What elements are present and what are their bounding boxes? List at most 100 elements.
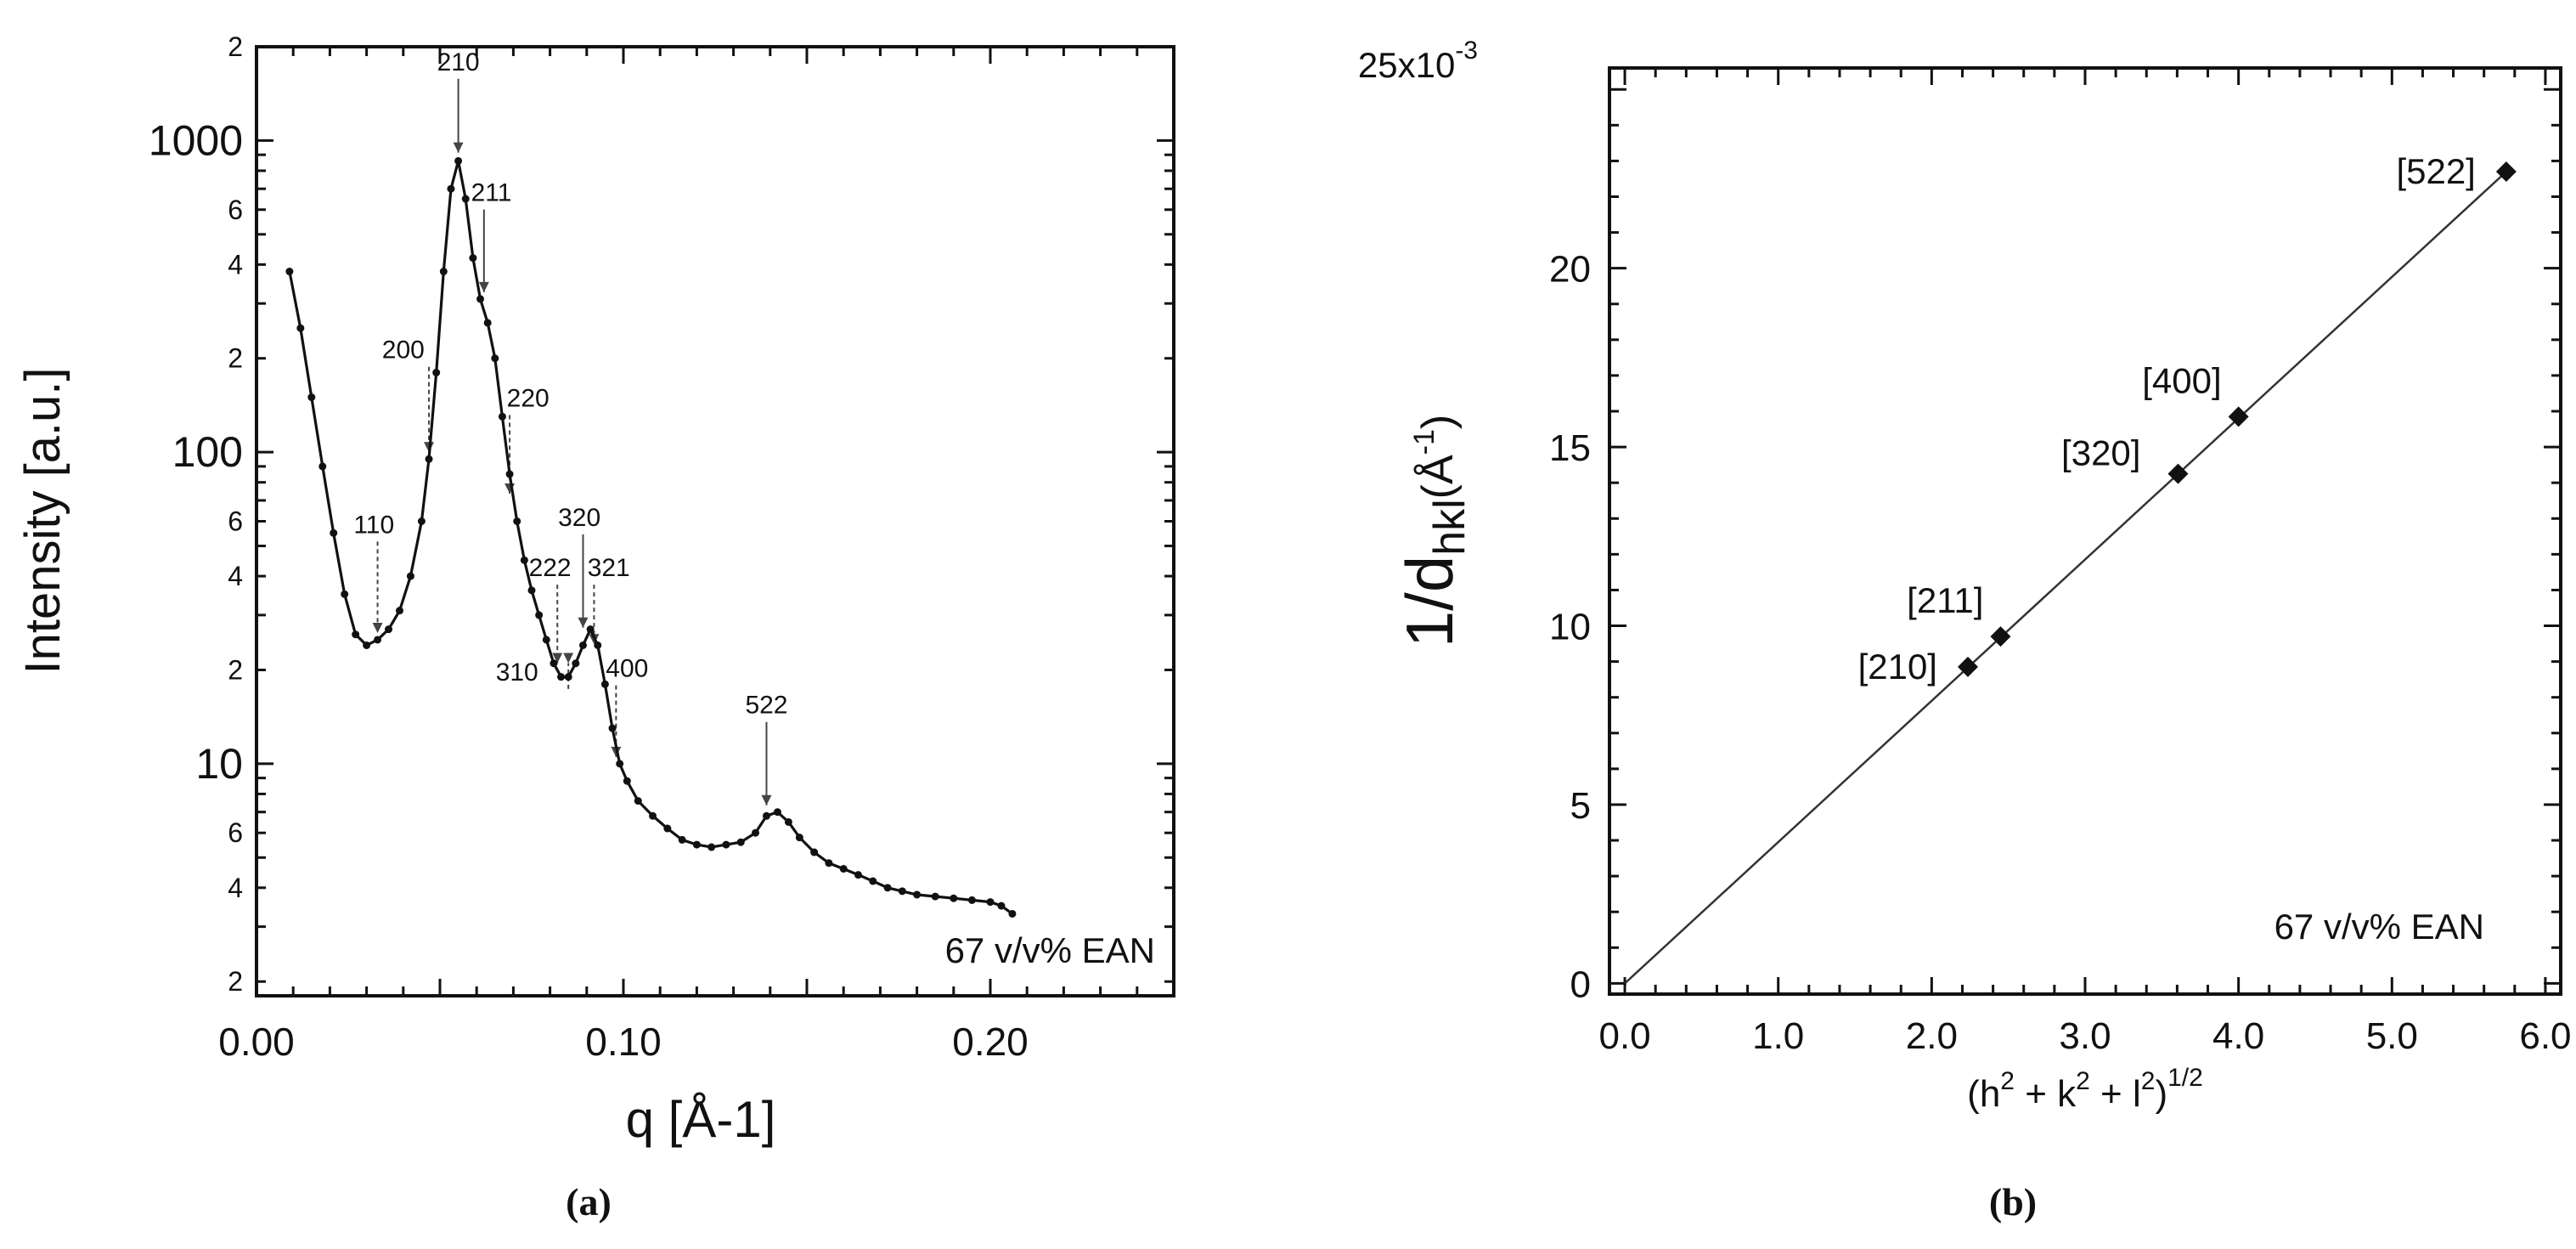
peak-label: 220 — [507, 385, 550, 413]
peak-arrowhead — [563, 653, 574, 664]
panel-a-data-point — [385, 625, 393, 634]
panel-a-data-point — [913, 890, 922, 899]
panel-a-y-tick-label: 6 — [228, 195, 243, 225]
panel-a-data-point — [447, 184, 455, 193]
panel-a-data-point — [564, 673, 572, 681]
panel-a-data-point — [854, 871, 862, 879]
panel-a-data-point — [483, 319, 492, 327]
panel-a-y-tick-label: 2 — [228, 654, 243, 685]
panel-a-y-tick-label: 4 — [228, 873, 243, 903]
panel-a-y-tick-label: 6 — [228, 817, 243, 848]
panel-b-y-multiplier: 25x10-3 — [1358, 37, 1478, 85]
panel-a-data-point — [883, 884, 892, 892]
panel-b-x-tick-label: 3.0 — [2059, 1015, 2111, 1057]
panel-b-point-label: [320] — [2061, 433, 2140, 473]
panel-a-data-point — [608, 724, 617, 732]
panel-a-data-point — [285, 268, 294, 276]
panel-b-point-labels: [210] [211] [320][400] [522] — [1858, 151, 2476, 687]
peak-label: 200 — [382, 336, 425, 365]
peak-label: 210 — [437, 48, 480, 76]
panel-b-data-point — [2167, 463, 2189, 484]
peak-arrowhead — [478, 281, 489, 292]
panel-a-data-point — [330, 528, 338, 537]
panel-a-data-point — [527, 586, 536, 595]
panel-b-y-top-label: 25x10 — [1358, 45, 1455, 85]
panel-a-data-point — [395, 607, 403, 615]
panel-b-data-point — [1990, 626, 2011, 647]
panel-a-data-point — [663, 824, 672, 833]
panel-a-y-tick-label: 2 — [228, 966, 243, 997]
peak-arrowhead — [552, 653, 563, 664]
panel-a-data-point — [692, 840, 701, 849]
panel-b-y-tick-label: 20 — [1549, 249, 1591, 291]
panel-a-data-point — [417, 517, 426, 525]
panel-b-x-tick-label: 0.0 — [1598, 1015, 1650, 1057]
peak-label: 310 — [496, 658, 538, 687]
panel-a-ticks — [255, 45, 1175, 996]
panel-a-data-point — [869, 877, 877, 885]
panel-a-data-point — [600, 680, 609, 688]
panel-a-data-point — [967, 896, 976, 904]
panel-a-data-point — [898, 887, 906, 896]
panel-a-data-point — [572, 659, 580, 668]
panel-a-data-point — [513, 517, 521, 525]
panel-a-y-tick-label: 6 — [228, 506, 243, 537]
peak-label: 522 — [745, 692, 787, 720]
panel-a-x-axis-label: q [Å-1] — [626, 1091, 776, 1148]
panel-a-data-point — [550, 659, 558, 668]
panel-a-data-point — [784, 817, 792, 826]
panel-a-tick-labels: 0.00 0.10 0.20 2 4 6 10 2 4 6 100 2 4 6 1000 2 — [149, 31, 1029, 1064]
panel-b-x-tick-label: 5.0 — [2366, 1015, 2418, 1057]
peak-label: 222 — [529, 554, 572, 582]
panel-b-caption: (b) — [1989, 1180, 2037, 1224]
svg-text:1/dhkl(Å-1): 1/dhkl(Å-1) — [1392, 415, 1474, 647]
panel-a-data-point — [505, 470, 514, 478]
panel-a-data-point — [839, 865, 848, 873]
panel-b-plot-frame — [1608, 66, 2562, 996]
panel-a-data-point — [722, 840, 730, 849]
panel-a-data-point — [439, 268, 448, 276]
panel-b-y-axis-label: 1/dhkl(Å-1) — [1392, 415, 1474, 647]
panel-a-data-point — [825, 859, 833, 868]
peak-label: 400 — [606, 655, 648, 683]
panel-a-data-point — [454, 156, 463, 165]
panel-a-data-point — [578, 641, 587, 649]
panel-a-data-point — [432, 369, 441, 377]
panel-a-data-points — [285, 156, 1017, 918]
panel-a-intensity-plot: 0.00 0.10 0.20 2 4 6 10 2 4 6 100 2 4 6 1000 2 110 200 21… — [15, 31, 1175, 1224]
panel-a-data-point — [535, 611, 544, 619]
panel-a-data-point — [634, 797, 642, 805]
panel-a-y-tick-label: 4 — [228, 249, 243, 280]
panel-b-x-tick-label: 4.0 — [2212, 1015, 2264, 1057]
panel-a-x-tick-label: 0.10 — [585, 1020, 662, 1064]
panel-a-data-point — [498, 412, 506, 421]
peak-label: 110 — [353, 511, 394, 539]
panel-a-y-tick-label: 2 — [228, 31, 243, 62]
panel-a-annotation: 67 v/v% EAN — [945, 930, 1155, 970]
panel-a-data-point — [986, 898, 995, 907]
panel-a-data-point — [469, 254, 477, 263]
panel-b-data-point — [2495, 161, 2517, 183]
panel-a-data-point — [678, 835, 686, 844]
panel-a-data-point — [623, 777, 631, 785]
panel-a-y-axis-label: Intensity [a.u.] — [15, 367, 70, 674]
panel-a-data-point — [363, 641, 371, 649]
panel-b-fit-line — [1624, 171, 2507, 985]
panel-a-data-point — [795, 834, 803, 842]
panel-b-data-point — [1957, 656, 1978, 677]
panel-a-data-point — [707, 843, 716, 851]
panel-b-point-label: [210] — [1858, 647, 1937, 687]
panel-b-y-tick-label: 5 — [1570, 785, 1591, 827]
peak-arrowhead — [761, 794, 772, 805]
panel-a-data-point — [1008, 909, 1017, 918]
peak-label: 321 — [588, 554, 630, 582]
panel-a-data-point — [461, 195, 470, 203]
peak-arrowhead — [578, 617, 589, 628]
panel-b-y-exponent: -3 — [1455, 37, 1478, 65]
peak-arrowhead — [372, 622, 383, 633]
panel-a-intensity-curve — [288, 160, 1013, 915]
panel-a-data-point — [616, 760, 624, 768]
panel-a-caption: (a) — [566, 1180, 612, 1224]
panel-a-data-point — [752, 828, 760, 837]
